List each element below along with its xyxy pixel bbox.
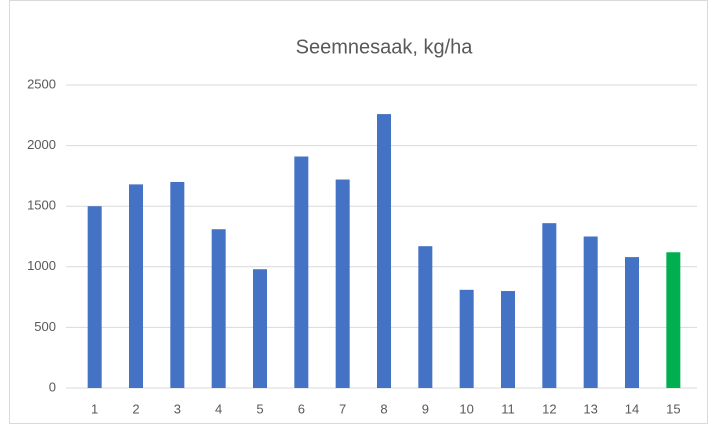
bar bbox=[335, 179, 350, 388]
x-tick-label: 12 bbox=[542, 401, 556, 416]
y-tick-label: 0 bbox=[49, 379, 56, 394]
y-tick-label: 1500 bbox=[27, 198, 56, 213]
chart-border bbox=[9, 0, 708, 424]
bar bbox=[253, 269, 267, 388]
x-tick-label: 1 bbox=[91, 401, 98, 416]
x-tick-label: 15 bbox=[666, 401, 680, 416]
bar bbox=[459, 289, 474, 388]
x-tick-label: 9 bbox=[422, 401, 429, 416]
x-tick-label: 11 bbox=[501, 401, 515, 416]
y-tick-label: 2500 bbox=[27, 76, 56, 91]
bar bbox=[501, 291, 515, 388]
bar bbox=[418, 246, 433, 388]
bar bbox=[170, 181, 185, 388]
x-tick-label: 3 bbox=[174, 401, 181, 416]
bar bbox=[625, 257, 639, 388]
x-tick-label: 8 bbox=[380, 401, 387, 416]
y-tick-label: 2000 bbox=[27, 137, 56, 152]
y-tick-label: 500 bbox=[34, 319, 56, 334]
chart-title: Seemnesaak, kg/ha bbox=[296, 36, 474, 58]
bar bbox=[542, 223, 557, 388]
bar bbox=[211, 229, 226, 388]
x-tick-label: 5 bbox=[256, 401, 263, 416]
bar bbox=[666, 252, 681, 388]
x-tick-label: 6 bbox=[298, 401, 305, 416]
x-tick-label: 2 bbox=[132, 401, 139, 416]
x-tick-label: 10 bbox=[459, 401, 473, 416]
bar bbox=[87, 206, 102, 388]
x-tick-label: 13 bbox=[583, 401, 597, 416]
bar bbox=[583, 236, 598, 388]
x-tick-label: 14 bbox=[625, 401, 639, 416]
bar bbox=[294, 156, 309, 388]
x-tick-label: 4 bbox=[215, 401, 222, 416]
x-tick-label: 7 bbox=[339, 401, 346, 416]
y-tick-label: 1000 bbox=[27, 258, 56, 273]
bar bbox=[129, 184, 143, 388]
bar bbox=[377, 114, 391, 388]
